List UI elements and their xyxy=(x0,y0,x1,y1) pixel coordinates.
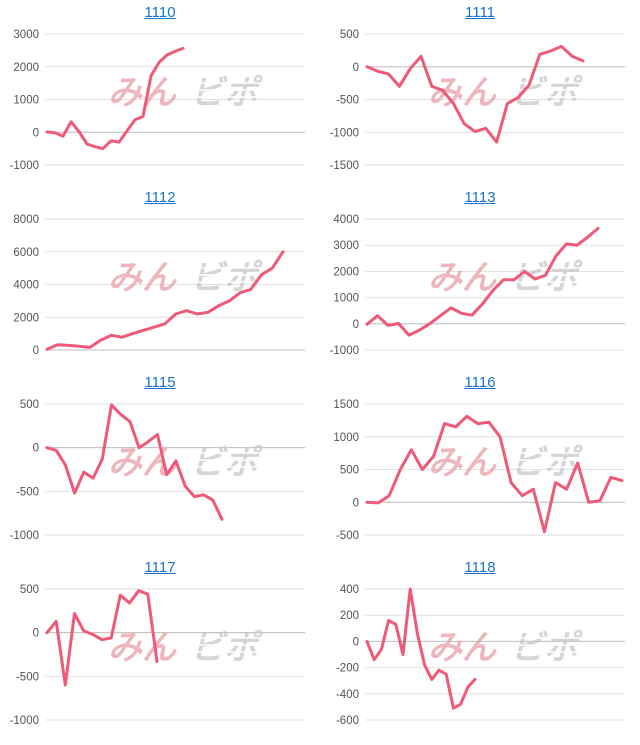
series-line xyxy=(45,403,224,521)
y-tick-label: 500 xyxy=(340,465,359,477)
line-chart: 1500 1000 500 0 -500 みん ビポ xyxy=(333,399,625,542)
watermark-text-right: ビポ xyxy=(190,73,263,113)
chart-title-link[interactable]: 1111 xyxy=(464,4,496,21)
y-tick-label: -500 xyxy=(336,95,359,107)
watermark-logo: みん ビポ xyxy=(428,628,588,668)
chart-panel: 1116 1500 1000 500 0 -500 みん ビポ xyxy=(320,370,640,555)
chart-panel: 1112 8000 6000 4000 2000 0 みん ビポ xyxy=(0,185,320,370)
y-tick-label: 4000 xyxy=(333,214,359,226)
y-tick-label: 0 xyxy=(33,628,39,640)
watermark-text-right: ビポ xyxy=(190,258,263,298)
line-chart: 8000 6000 4000 2000 0 みん ビポ xyxy=(13,214,305,357)
y-tick-label: 0 xyxy=(33,345,39,357)
line-chart: 4000 3000 2000 1000 0 -1000 みん ビポ xyxy=(330,214,625,357)
watermark-text-left: みん xyxy=(108,443,177,483)
chart-panel: 1113 4000 3000 2000 1000 0 -1000 みん ビポ xyxy=(320,185,640,370)
y-tick-label: 8000 xyxy=(13,214,39,226)
chart-title-link[interactable]: 1113 xyxy=(464,189,496,206)
chart-panel: 1115 500 0 -500 -1000 みん ビポ xyxy=(0,370,320,555)
y-tick-label: 1500 xyxy=(333,399,359,411)
watermark-text-left: みん xyxy=(428,628,497,668)
chart-panel: 1117 500 0 -500 -1000 みん ビポ xyxy=(0,555,320,740)
chart-title-link[interactable]: 1115 xyxy=(144,374,176,391)
y-tick-label: 500 xyxy=(340,29,359,41)
watermark-text-left: みん xyxy=(428,258,497,298)
chart-title-link[interactable]: 1118 xyxy=(464,559,496,576)
y-tick-label: 2000 xyxy=(13,62,39,74)
y-tick-label: -1000 xyxy=(10,715,39,727)
chart-title-link[interactable]: 1116 xyxy=(464,374,496,391)
y-tick-label: -400 xyxy=(336,689,359,701)
watermark-logo: みん ビポ xyxy=(108,443,268,483)
y-tick-label: 4000 xyxy=(13,280,39,292)
y-tick-label: 6000 xyxy=(13,247,39,259)
y-tick-label: 0 xyxy=(353,319,359,331)
y-tick-label: 2000 xyxy=(13,312,39,324)
y-tick-label: 1000 xyxy=(333,432,359,444)
watermark-logo: みん ビポ xyxy=(108,628,268,668)
line-chart: 500 0 -500 -1000 -1500 みん ビポ xyxy=(330,29,625,172)
watermark-text-left: みん xyxy=(428,443,497,483)
chart-panel: 1118 400 200 0 -200 -400 -600 みん ビポ xyxy=(320,555,640,740)
chart-panel: 1110 3000 2000 1000 0 -1000 みん ビポ xyxy=(0,0,320,185)
y-tick-label: -1000 xyxy=(330,345,359,357)
series-line xyxy=(365,226,600,337)
watermark-text-right: ビポ xyxy=(190,443,263,483)
chart-title-link[interactable]: 1112 xyxy=(144,189,176,206)
y-tick-label: 0 xyxy=(353,636,359,648)
watermark-logo: みん ビポ xyxy=(108,73,268,113)
y-tick-label: -1000 xyxy=(330,127,359,139)
y-tick-label: 0 xyxy=(33,127,39,139)
watermark-text-right: ビポ xyxy=(510,628,583,668)
y-tick-label: -1000 xyxy=(10,160,39,172)
watermark-logo: みん ビポ xyxy=(428,443,588,483)
y-tick-label: 2000 xyxy=(333,266,359,278)
watermark-text-left: みん xyxy=(108,628,177,668)
y-tick-label: -500 xyxy=(16,486,39,498)
y-tick-label: -200 xyxy=(336,663,359,675)
y-tick-label: -1000 xyxy=(10,530,39,542)
line-chart: 3000 2000 1000 0 -1000 みん ビポ xyxy=(10,29,305,172)
y-tick-label: 200 xyxy=(340,610,359,622)
chart-title-link[interactable]: 1117 xyxy=(144,559,176,576)
series-line xyxy=(45,250,285,351)
series-line xyxy=(365,414,624,534)
watermark-logo: みん ビポ xyxy=(428,258,588,298)
watermark-text-right: ビポ xyxy=(190,628,263,668)
y-tick-label: 0 xyxy=(353,497,359,509)
watermark-logo: みん ビポ xyxy=(428,73,588,113)
line-chart: 500 0 -500 -1000 みん ビポ xyxy=(10,399,305,542)
series-line xyxy=(45,589,159,687)
y-tick-label: -600 xyxy=(336,715,359,727)
y-tick-label: 3000 xyxy=(13,29,39,41)
series-line xyxy=(365,44,585,144)
y-tick-label: 400 xyxy=(340,584,359,596)
y-tick-label: 0 xyxy=(353,62,359,74)
watermark-text-right: ビポ xyxy=(510,258,583,298)
watermark-logo: みん ビポ xyxy=(108,258,268,298)
y-tick-label: 3000 xyxy=(333,240,359,252)
series-line xyxy=(365,587,477,710)
series-line xyxy=(45,46,185,151)
watermark-text-left: みん xyxy=(108,73,177,113)
watermark-text-left: みん xyxy=(428,73,497,113)
line-chart: 500 0 -500 -1000 みん ビポ xyxy=(10,584,305,727)
watermark-text-left: みん xyxy=(108,258,177,298)
y-tick-label: 1000 xyxy=(13,95,39,107)
y-tick-label: -500 xyxy=(336,530,359,542)
chart-title-link[interactable]: 1110 xyxy=(144,4,176,21)
y-tick-label: -500 xyxy=(16,671,39,683)
y-tick-label: 500 xyxy=(20,399,39,411)
chart-panel: 1111 500 0 -500 -1000 -1500 みん ビポ xyxy=(320,0,640,185)
y-tick-label: -1500 xyxy=(330,160,359,172)
y-tick-label: 1000 xyxy=(333,293,359,305)
y-tick-label: 0 xyxy=(33,443,39,455)
y-tick-label: 500 xyxy=(20,584,39,596)
line-chart: 400 200 0 -200 -400 -600 みん ビポ xyxy=(336,584,625,727)
